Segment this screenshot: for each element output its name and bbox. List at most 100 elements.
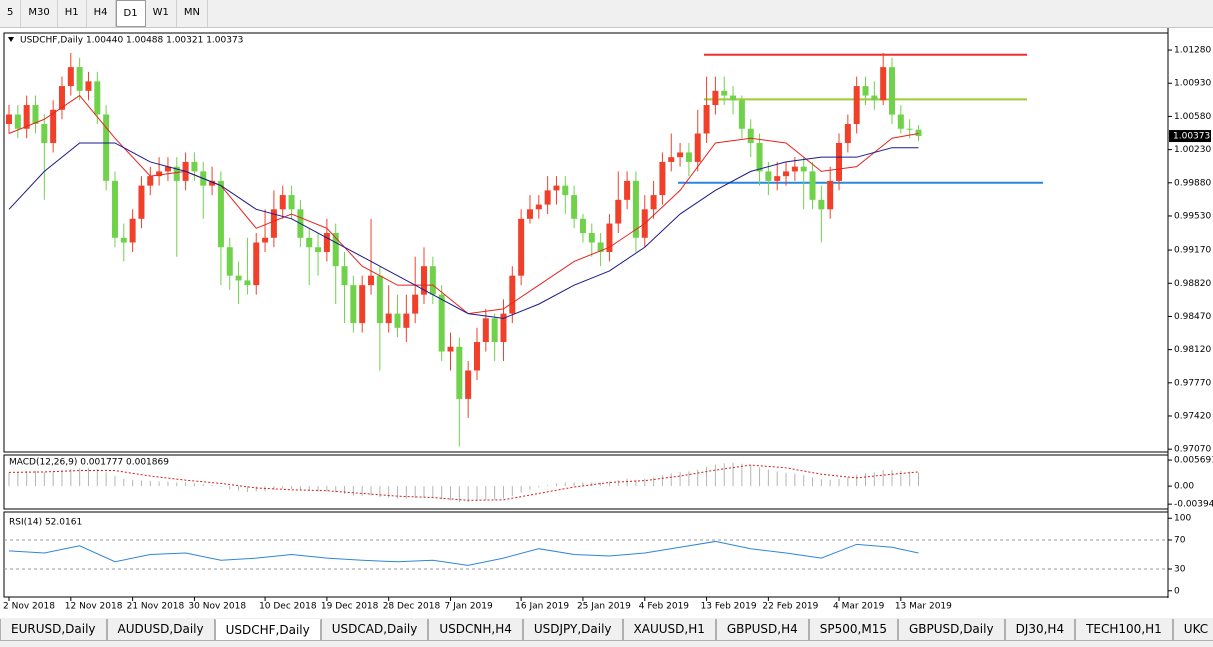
timeframe-button[interactable]: 5 — [0, 0, 22, 27]
candle-body — [562, 185, 569, 196]
x-tick-label: 21 Nov 2018 — [127, 602, 185, 612]
candle-body — [800, 166, 807, 172]
y-tick-label: 0.005691 — [1174, 456, 1213, 466]
candle-body — [111, 180, 118, 238]
candle-body — [120, 237, 127, 243]
candle-body — [765, 171, 772, 181]
symbol-tab[interactable]: USDCNH,H4 — [428, 619, 523, 641]
symbol-tab[interactable]: EURUSD,Daily — [0, 619, 107, 641]
candle-body — [85, 81, 92, 91]
candle-body — [915, 129, 922, 137]
candle-body — [632, 180, 639, 238]
symbol-tab[interactable]: DJ30,H4 — [1004, 619, 1076, 641]
candle-body — [615, 199, 622, 224]
candle-body — [173, 166, 180, 181]
candle-body — [429, 266, 436, 295]
x-tick-label: 4 Mar 2019 — [833, 602, 885, 612]
candle-body — [58, 86, 65, 110]
y-tick-label: 100 — [1174, 514, 1191, 524]
symbol-tabs: EURUSD,Daily AUDUSD,Daily USDCHF,Daily USDC… — [0, 619, 1213, 641]
timeframe-button[interactable]: MN — [177, 0, 208, 27]
candle-body — [456, 346, 463, 399]
candle-body — [624, 180, 631, 200]
rsi-line — [8, 540, 919, 566]
macd-label: MACD(12,26,9) 0.001777 0.001869 — [9, 458, 169, 468]
candle-body — [597, 242, 604, 252]
x-tick-label: 12 Nov 2018 — [65, 602, 123, 612]
candle-body — [103, 114, 110, 181]
timeframe-button[interactable]: D1 — [115, 0, 146, 27]
y-tick-label: 0.99530 — [1174, 211, 1211, 221]
candle-body — [747, 128, 754, 143]
candle-body — [694, 133, 701, 162]
candle-body — [147, 176, 154, 186]
candle-body — [571, 195, 578, 219]
candle-body — [447, 346, 454, 352]
candle-body — [465, 370, 472, 399]
candle-body — [76, 67, 83, 91]
candle-body — [862, 86, 869, 96]
x-tick-label: 7 Jan 2019 — [445, 602, 493, 612]
symbol-tab[interactable]: GBPUSD,H4 — [715, 619, 809, 641]
chart: USDCHF,Daily 1.00440 1.00488 1.00321 1.0… — [0, 28, 1213, 618]
timeframe-button[interactable]: H1 — [58, 0, 87, 27]
candle-body — [191, 161, 198, 172]
candle-body — [306, 237, 313, 248]
candle-body — [491, 318, 498, 343]
candle-body — [738, 100, 745, 129]
candle-body — [270, 209, 277, 238]
timeframe-button[interactable]: W1 — [146, 0, 177, 27]
candle-body — [368, 275, 375, 286]
candle-body — [730, 95, 737, 101]
candle-body — [509, 275, 516, 314]
candle-body — [6, 114, 12, 125]
candle-body — [897, 114, 904, 129]
symbol-tab[interactable]: GBPUSD,Daily — [897, 619, 1005, 641]
timeframe-button[interactable]: M30 — [21, 0, 58, 27]
x-tick-label: 22 Feb 2019 — [762, 602, 818, 612]
candle-body — [23, 105, 30, 129]
x-tick-label: 28 Dec 2018 — [383, 602, 441, 612]
chart-background — [0, 28, 1213, 618]
x-tick-label: 4 Feb 2019 — [639, 602, 690, 612]
candle-body — [129, 218, 136, 243]
candle-body — [827, 180, 834, 210]
symbol-tab[interactable]: XAUUSD,H1 — [622, 619, 716, 641]
candle-body — [703, 105, 710, 134]
candle-body — [323, 233, 330, 252]
candle-body — [279, 195, 286, 210]
candle-body — [288, 195, 295, 210]
candle-body — [359, 285, 366, 324]
symbol-tab[interactable]: SP500,M15 — [808, 619, 898, 641]
symbol-tab[interactable]: TECH100,H1 — [1075, 619, 1173, 641]
candle-body — [818, 199, 825, 210]
candle-body — [880, 67, 887, 101]
candle-body — [14, 114, 21, 129]
y-tick-label: 1.00930 — [1174, 79, 1211, 89]
symbol-tab[interactable]: USDCHF,Daily — [214, 619, 321, 641]
y-tick-label: 0.98820 — [1174, 279, 1211, 289]
x-tick-label: 30 Nov 2018 — [188, 602, 246, 612]
candle-body — [774, 176, 781, 181]
rsi-label: RSI(14) 52.0161 — [9, 518, 82, 528]
candle-body — [518, 218, 525, 276]
symbol-tab[interactable]: USDCAD,Daily — [320, 619, 429, 641]
timeframe-button[interactable]: H4 — [87, 0, 116, 27]
menu-triangle — [8, 37, 14, 42]
candle-body — [421, 266, 428, 295]
candle-body — [579, 218, 586, 234]
symbol-tab[interactable]: USDJPY,Daily — [522, 619, 623, 641]
candle-body — [235, 275, 242, 281]
y-tick-label: 30 — [1174, 565, 1186, 575]
y-tick-label: 1.00230 — [1174, 145, 1211, 155]
x-tick-label: 13 Mar 2019 — [895, 602, 952, 612]
symbol-tab[interactable]: AUDUSD,Daily — [106, 619, 215, 641]
candle-body — [836, 142, 843, 181]
candle-body — [853, 86, 860, 125]
y-tick-label: 0 — [1174, 586, 1180, 596]
candle-body — [588, 233, 595, 243]
candle-body — [685, 152, 692, 162]
candle-body — [844, 124, 851, 143]
symbol-tab[interactable]: UKC — [1172, 619, 1213, 641]
